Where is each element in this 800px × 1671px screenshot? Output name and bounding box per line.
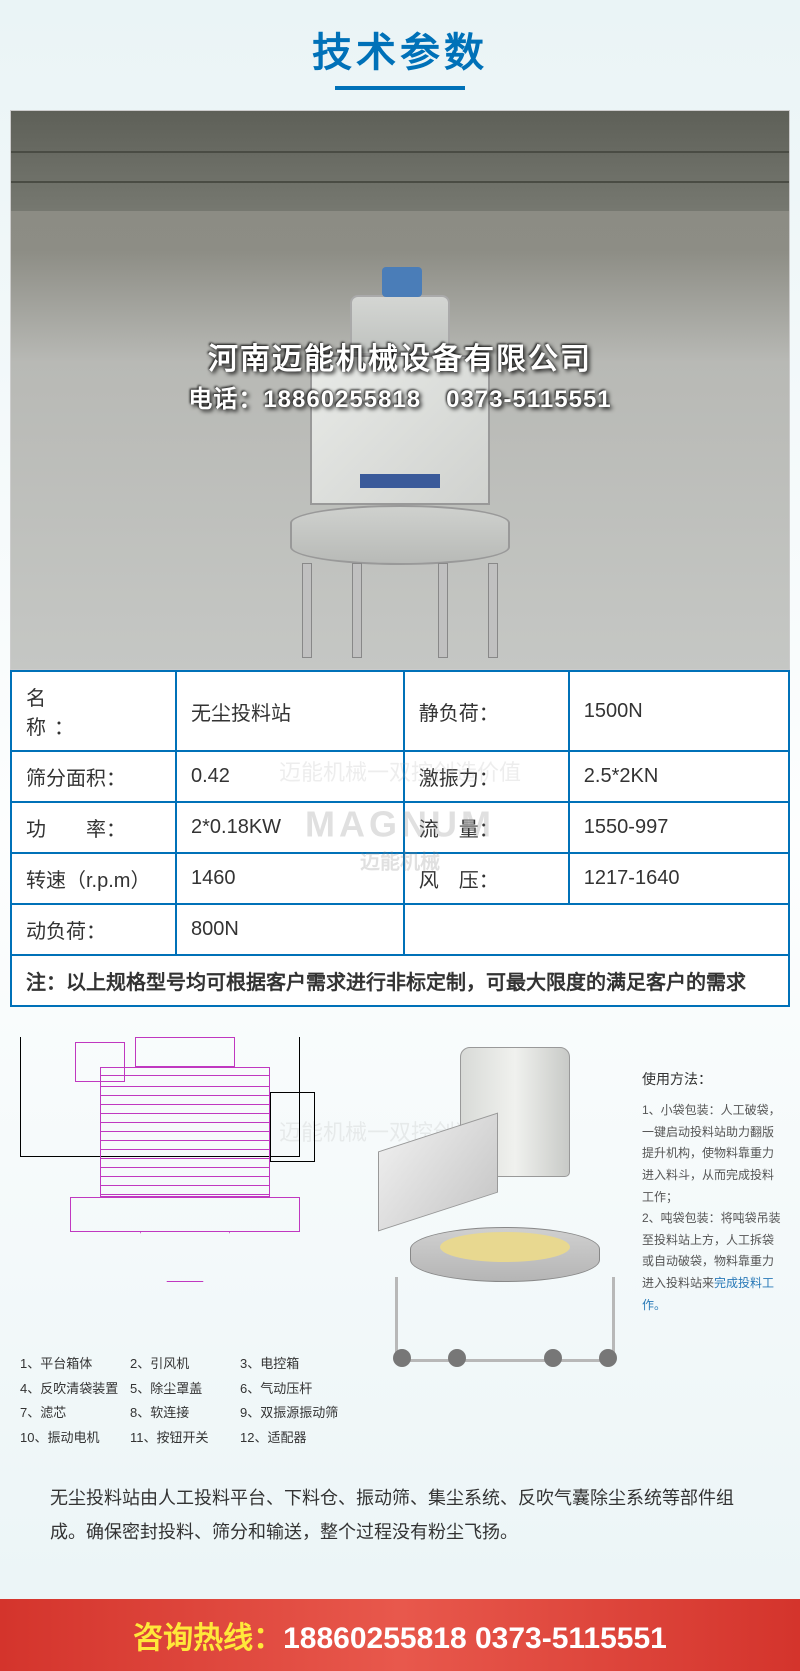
hotline-bar: 咨询热线：18860255818 0373-5115551 (0, 1599, 800, 1671)
usage-instructions: 使用方法： 1、小袋包装：人工破袋，一键启动投料站助力翻版提升机构，使物料靠重力… (642, 1037, 782, 1377)
spec-value: 0.42 (176, 751, 404, 802)
machine-base (290, 505, 510, 565)
wheel (393, 1349, 411, 1367)
usage-item: 2、吨袋包装：将吨袋吊装至投料站上方，人工拆袋或自动破袋，物料靠重力进入投料站来… (642, 1208, 782, 1316)
spec-value: 2.5*2KN (569, 751, 789, 802)
leg (488, 563, 498, 658)
spec-value: 1500N (569, 671, 789, 751)
sch-ctrl (270, 1092, 315, 1162)
schematic-diagram: 1、平台箱体 2、引风机 3、电控箱 4、反吹清袋装置 5、除尘罩盖 6、气动压… (20, 1037, 350, 1451)
title-section: 技术参数 (0, 0, 800, 110)
badge (360, 474, 440, 488)
wheel (448, 1349, 466, 1367)
spec-label: 激振力： (404, 751, 569, 802)
r3d-straw (440, 1232, 570, 1262)
spec-label: 风 压： (404, 853, 569, 904)
part-item: 4、反吹清袋装置 (20, 1377, 130, 1402)
phone-overlay: 电话：18860255818 0373-5115551 (188, 379, 611, 414)
part-item: 6、气动压杆 (240, 1377, 350, 1402)
part-item: 2、引风机 (130, 1352, 240, 1377)
spec-value: 800N (176, 904, 404, 955)
company-name-overlay: 河南迈能机械设备有限公司 (208, 334, 592, 378)
factory-background: 河南迈能机械设备有限公司 电话：18860255818 0373-5115551 (11, 111, 789, 669)
part-item: 5、除尘罩盖 (130, 1377, 240, 1402)
spec-empty (404, 904, 789, 955)
spec-label: 流 量： (404, 802, 569, 853)
hotline-numbers: 18860255818 0373-5115551 (283, 1622, 667, 1655)
leg (352, 563, 362, 658)
spec-label: 静负荷： (404, 671, 569, 751)
spec-label: 转速（r.p.m） (11, 853, 176, 904)
sch-top (135, 1037, 235, 1067)
roof (11, 111, 789, 211)
legs (292, 563, 508, 658)
diagrams-row: 1、平台箱体 2、引风机 3、电控箱 4、反吹清袋装置 5、除尘罩盖 6、气动压… (20, 1037, 780, 1451)
leg (302, 563, 312, 658)
usage-title: 使用方法： (642, 1067, 782, 1092)
parts-list: 1、平台箱体 2、引风机 3、电控箱 4、反吹清袋装置 5、除尘罩盖 6、气动压… (20, 1352, 350, 1451)
spec-label: 动负荷： (11, 904, 176, 955)
product-description: 无尘投料站由人工投料平台、下料仓、振动筛、集尘系统、反吹气囊除尘系统等部件组成。… (30, 1481, 770, 1549)
spec-value: 1550-997 (569, 802, 789, 853)
spec-value: 2*0.18KW (176, 802, 404, 853)
part-item: 11、按钮开关 (130, 1426, 240, 1451)
beam (11, 181, 789, 183)
leg (438, 563, 448, 658)
part-item: 7、滤芯 (20, 1401, 130, 1426)
beam (11, 151, 789, 153)
spec-value: 1217-1640 (569, 853, 789, 904)
r3d-frame (395, 1277, 615, 1362)
usage-item: 1、小袋包装：人工破袋，一键启动投料站助力翻版提升机构，使物料靠重力进入料斗，从… (642, 1100, 782, 1208)
part-item: 3、电控箱 (240, 1352, 350, 1377)
sch-funnel (140, 1232, 230, 1282)
part-item: 8、软连接 (130, 1401, 240, 1426)
hotline-label: 咨询热线： (133, 1622, 283, 1655)
spec-label: 功 率： (11, 802, 176, 853)
spec-note: 注：以上规格型号均可根据客户需求进行非标定制，可最大限度的满足客户的需求 (11, 955, 789, 1006)
motor (382, 267, 422, 297)
diagram-section: 迈能机械一双控创造价值 1、平台箱体 2、引风机 3、电控箱 (10, 1017, 790, 1589)
sch-body (100, 1067, 270, 1197)
title-underline (335, 86, 465, 90)
part-item: 10、振动电机 (20, 1426, 130, 1451)
sch-base (70, 1197, 300, 1232)
wheel (599, 1349, 617, 1367)
spec-table-wrapper: 名 称： 无尘投料站 静负荷： 1500N 筛分面积： 0.42 激振力： 2.… (0, 670, 800, 1007)
part-item: 9、双振源振动筛 (240, 1401, 350, 1426)
r3d-chute (378, 1113, 498, 1232)
spec-value: 无尘投料站 (176, 671, 404, 751)
spec-label: 名 称： (11, 671, 176, 751)
part-item: 1、平台箱体 (20, 1352, 130, 1377)
spec-table: 名 称： 无尘投料站 静负荷： 1500N 筛分面积： 0.42 激振力： 2.… (10, 670, 790, 1007)
page-title: 技术参数 (0, 20, 800, 78)
part-item: 12、适配器 (240, 1426, 350, 1451)
product-photo: 河南迈能机械设备有限公司 电话：18860255818 0373-5115551 (10, 110, 790, 670)
render-3d (370, 1037, 630, 1377)
page-container: 技术参数 (0, 0, 800, 1671)
schematic-svg (20, 1037, 350, 1337)
wheel (544, 1349, 562, 1367)
spec-value: 1460 (176, 853, 404, 904)
spec-label: 筛分面积： (11, 751, 176, 802)
render-diagram: 使用方法： 1、小袋包装：人工破袋，一键启动投料站助力翻版提升机构，使物料靠重力… (370, 1037, 782, 1377)
